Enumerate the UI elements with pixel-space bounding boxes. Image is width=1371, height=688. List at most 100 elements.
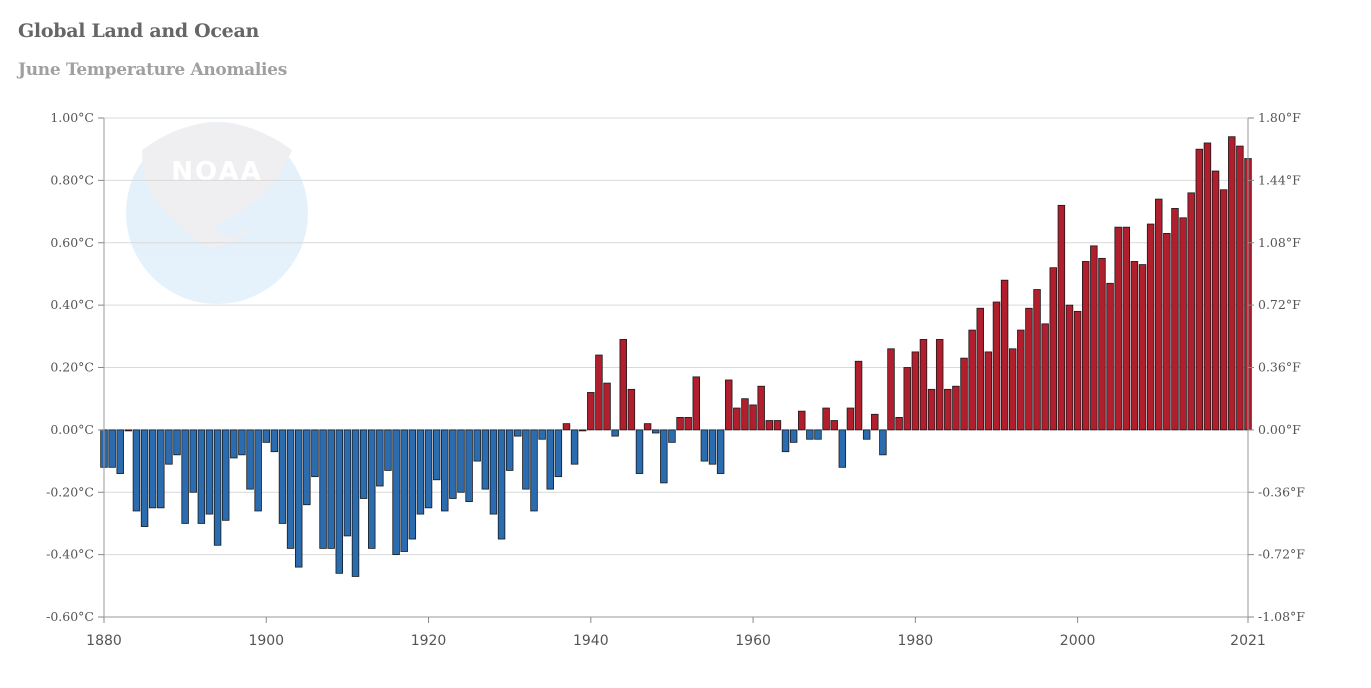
bar-1896	[230, 429, 238, 459]
bar-2012	[1171, 208, 1179, 431]
bar-2019	[1228, 136, 1236, 431]
bar-1913	[368, 429, 376, 549]
bar-1994	[1025, 307, 1033, 431]
bar-2000	[1073, 310, 1082, 431]
bar-1989	[984, 351, 993, 431]
chart-subtitle: June Temperature Anomalies	[18, 60, 287, 80]
bar-1950	[668, 429, 676, 443]
left-axis-label: -0.40°C	[46, 547, 94, 562]
bar-1957	[725, 379, 733, 431]
bar-1988	[976, 307, 984, 431]
bar-1902	[278, 429, 287, 524]
bar-1979	[903, 367, 911, 431]
bar-1912	[359, 429, 368, 499]
bar-1898	[246, 429, 254, 490]
bar-2002	[1090, 245, 1098, 431]
bar-1931	[514, 429, 522, 437]
bar-2004	[1106, 282, 1114, 431]
bar-1929	[497, 429, 506, 540]
bar-1982	[927, 388, 936, 431]
bar-1892	[197, 429, 206, 524]
bar-1907	[319, 429, 327, 549]
bar-1987	[968, 329, 976, 431]
bar-1909	[335, 429, 344, 574]
bar-1933	[530, 429, 538, 512]
left-axis-label: 0.60°C	[50, 235, 94, 250]
bar-2008	[1138, 264, 1147, 431]
bar-1970	[830, 420, 838, 431]
bar-1974	[862, 429, 871, 440]
bar-1981	[919, 339, 928, 431]
bar-1890	[181, 429, 189, 524]
x-axis-label: 1880	[86, 633, 122, 649]
bar-1899	[254, 429, 262, 512]
bar-1971	[838, 429, 847, 468]
bar-1919	[416, 429, 425, 515]
bar-2011	[1163, 232, 1171, 431]
bar-1884	[132, 429, 141, 512]
bar-1964	[781, 429, 790, 453]
bar-1922	[441, 429, 449, 512]
bar-2009	[1146, 223, 1155, 431]
bar-1883	[124, 429, 133, 432]
right-axis-label: -1.08°F	[1258, 609, 1305, 624]
bar-1956	[716, 429, 725, 474]
bar-1998	[1057, 204, 1066, 431]
x-axis-label: 1940	[573, 633, 609, 649]
bar-1911	[351, 429, 360, 577]
x-axis-label: 1980	[898, 633, 934, 649]
bar-1932	[522, 429, 530, 490]
bar-1925	[465, 429, 473, 503]
bar-1934	[538, 429, 546, 440]
right-axis-label: 1.08°F	[1258, 235, 1301, 250]
bar-1966	[798, 410, 806, 431]
bar-1900	[262, 429, 270, 443]
right-axis-label: 1.44°F	[1258, 172, 1301, 187]
bar-1953	[692, 376, 701, 431]
noaa-logo: NOAA	[126, 122, 308, 304]
bar-1886	[148, 429, 157, 509]
bar-1955	[708, 429, 717, 465]
bar-1942	[603, 382, 611, 431]
bar-1916	[392, 429, 400, 556]
bar-1885	[140, 429, 149, 527]
bar-2005	[1114, 226, 1122, 431]
bar-1976	[879, 429, 887, 456]
bar-1936	[554, 429, 563, 478]
bar-2015	[1195, 148, 1204, 431]
bar-1937	[562, 423, 571, 431]
bar-1959	[741, 398, 749, 431]
bar-1985	[952, 385, 960, 431]
axes	[98, 117, 1254, 623]
bar-1920	[424, 429, 433, 509]
bar-1991	[1000, 279, 1009, 431]
left-axis-label: -0.60°C	[46, 609, 94, 624]
bar-1958	[733, 407, 741, 431]
bar-1921	[432, 429, 441, 481]
bar-1905	[303, 429, 311, 506]
bar-1973	[854, 360, 863, 431]
left-axis-label: -0.20°C	[46, 484, 94, 499]
bar-1993	[1017, 329, 1025, 431]
bar-1901	[270, 429, 279, 453]
bar-1949	[660, 429, 668, 484]
bar-1914	[376, 429, 384, 487]
bar-2017	[1211, 170, 1220, 431]
bar-2007	[1130, 261, 1139, 431]
bar-1926	[473, 429, 481, 462]
bar-1889	[173, 429, 181, 456]
bar-2018	[1219, 189, 1228, 431]
bar-1952	[684, 416, 692, 431]
bar-1881	[108, 429, 116, 468]
bar-1960	[749, 404, 757, 431]
bar-1887	[157, 429, 165, 509]
bar-1946	[635, 429, 644, 474]
bar-1930	[505, 429, 514, 471]
bar-1995	[1033, 289, 1041, 431]
x-axis-label: 2000	[1060, 633, 1096, 649]
right-axis-label: 0.72°F	[1258, 297, 1301, 312]
bar-1967	[806, 429, 814, 440]
bar-2006	[1122, 226, 1131, 431]
bar-1904	[294, 429, 303, 568]
